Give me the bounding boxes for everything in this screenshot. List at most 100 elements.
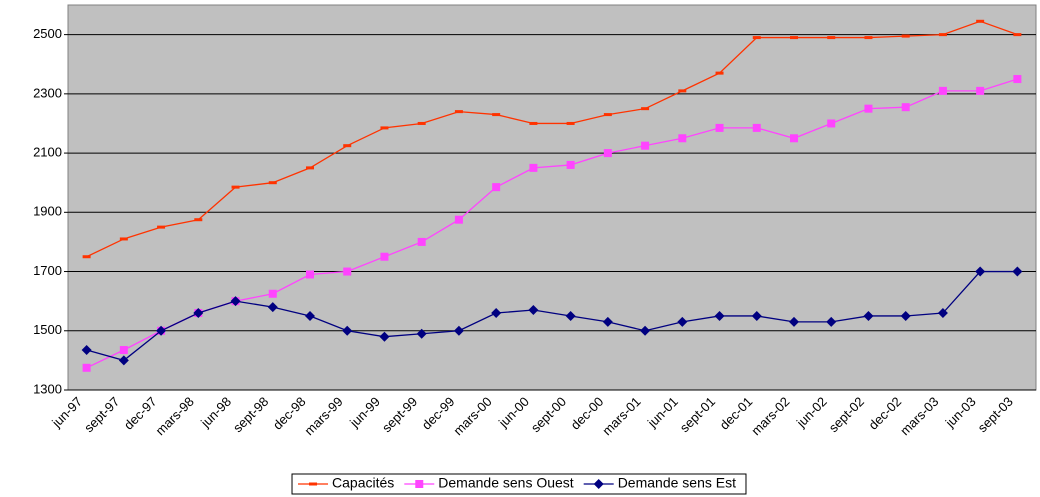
- x-tick-label: jun-03: [942, 394, 979, 431]
- marker: [603, 113, 612, 117]
- marker: [976, 19, 985, 23]
- marker: [379, 331, 390, 342]
- marker: [491, 308, 502, 318]
- marker: [118, 355, 129, 366]
- marker: [415, 480, 424, 488]
- x-tick-label: sept-02: [826, 394, 867, 435]
- marker: [416, 328, 427, 339]
- marker: [82, 363, 91, 372]
- marker: [528, 305, 539, 316]
- series-line: [86, 20, 1018, 258]
- x-tick-label: sept-97: [81, 394, 122, 435]
- marker: [343, 144, 352, 148]
- marker: [752, 123, 761, 132]
- marker: [976, 86, 985, 95]
- legend-box: [291, 473, 747, 495]
- marker: [938, 86, 947, 95]
- marker: [938, 33, 947, 37]
- legend-item: Demande sens Est: [583, 475, 736, 491]
- marker: [678, 89, 687, 93]
- x-tick-label: sept-01: [677, 394, 718, 435]
- y-tick-label: 2500: [33, 26, 62, 41]
- marker: [306, 166, 314, 170]
- x-tick-label: mars-99: [301, 394, 345, 438]
- marker: [640, 325, 651, 336]
- marker: [342, 325, 353, 336]
- marker: [454, 215, 463, 224]
- x-tick-label: mars-01: [599, 394, 643, 438]
- marker: [267, 302, 278, 313]
- x-tick-label: jun-02: [793, 394, 830, 431]
- marker: [863, 310, 874, 321]
- x-tick-label: jun-01: [644, 394, 681, 431]
- marker: [715, 71, 724, 75]
- marker: [641, 107, 650, 111]
- marker: [230, 296, 241, 307]
- marker: [790, 134, 798, 143]
- y-tick-label: 2300: [33, 85, 62, 100]
- series-line: [86, 270, 1018, 362]
- marker: [790, 36, 798, 40]
- marker: [453, 325, 464, 336]
- marker: [194, 218, 203, 222]
- marker: [492, 113, 501, 117]
- marker: [119, 237, 128, 241]
- x-tick-label: mars-02: [748, 394, 792, 438]
- marker: [119, 346, 128, 355]
- marker: [417, 237, 426, 246]
- marker: [603, 149, 612, 158]
- legend-label: Demande sens Est: [618, 475, 736, 491]
- y-tick-label: 1900: [33, 204, 62, 219]
- y-tick-label: 1500: [33, 322, 62, 337]
- marker: [566, 160, 575, 169]
- marker: [1013, 75, 1022, 84]
- marker: [81, 345, 92, 356]
- plot-area: [67, 4, 1037, 391]
- marker: [751, 310, 762, 321]
- marker: [417, 121, 426, 125]
- x-tick-label: sept-03: [975, 394, 1016, 435]
- y-tick-label: 1300: [33, 381, 62, 396]
- marker: [343, 267, 352, 276]
- x-tick-label: sept-99: [379, 394, 420, 435]
- marker: [900, 310, 911, 321]
- legend-label: Capacités: [332, 475, 394, 491]
- marker: [593, 479, 604, 489]
- legend: Capacités Demande sens Ouest Demande sens …: [298, 475, 736, 491]
- marker: [82, 255, 91, 259]
- marker: [309, 482, 318, 486]
- marker: [641, 141, 650, 150]
- marker: [864, 104, 873, 113]
- marker: [602, 316, 613, 327]
- marker: [268, 289, 277, 298]
- marker: [975, 266, 986, 277]
- marker: [565, 310, 576, 321]
- marker: [380, 126, 389, 130]
- marker: [1012, 266, 1023, 277]
- legend-label: Demande sens Ouest: [438, 475, 574, 491]
- marker: [789, 316, 799, 327]
- marker: [157, 225, 166, 229]
- marker: [901, 103, 910, 112]
- marker: [752, 36, 761, 40]
- x-tick-label: sept-98: [230, 394, 271, 435]
- marker: [715, 123, 724, 132]
- x-tick-label: mars-00: [450, 394, 494, 438]
- marker: [529, 163, 538, 172]
- x-tick-label: mars-98: [153, 394, 197, 438]
- x-tick-label: jun-98: [197, 394, 234, 431]
- marker: [714, 310, 725, 321]
- marker: [827, 119, 836, 128]
- x-tick-label: sept-00: [528, 394, 569, 435]
- marker: [454, 110, 463, 114]
- y-tick-label: 1700: [33, 263, 62, 278]
- marker: [380, 252, 389, 261]
- marker: [566, 121, 575, 125]
- marker: [305, 310, 315, 321]
- marker: [826, 316, 837, 327]
- x-tick-label: jun-97: [48, 394, 85, 431]
- marker: [678, 134, 687, 143]
- y-tick-label: 2100: [33, 145, 62, 160]
- marker: [937, 308, 948, 318]
